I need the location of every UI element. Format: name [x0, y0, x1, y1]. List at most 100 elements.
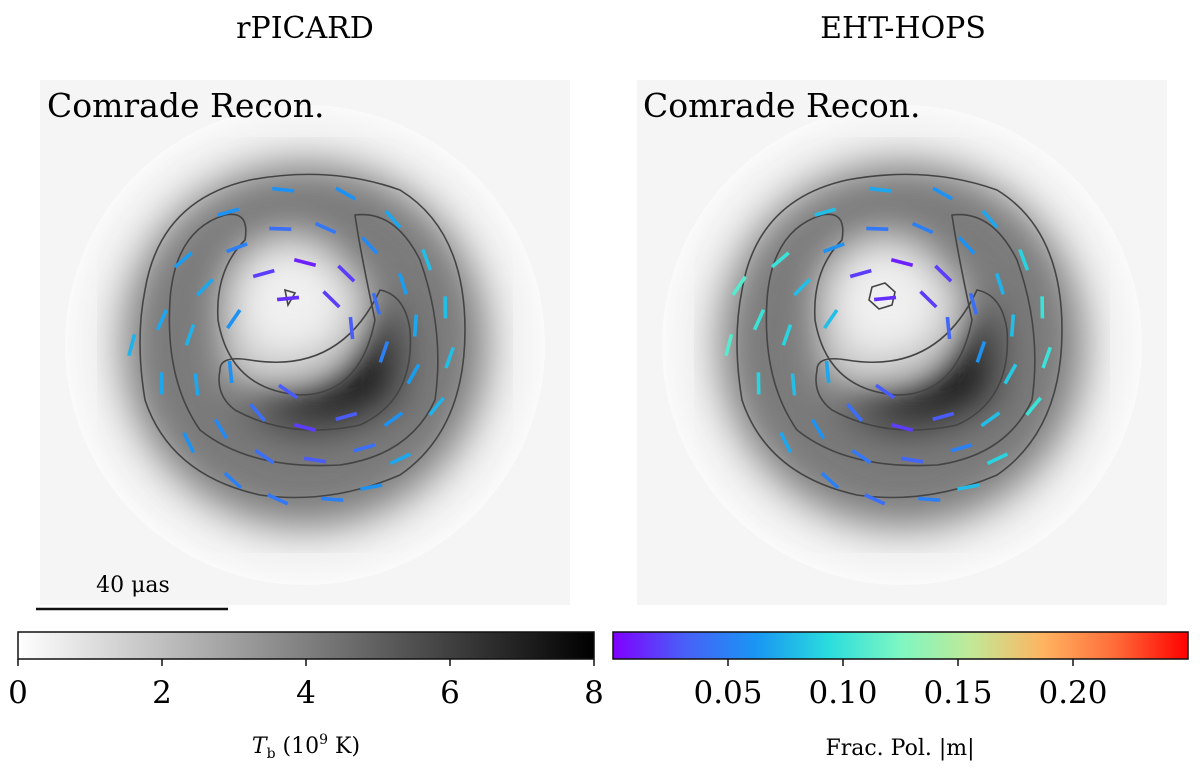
evpa-tick	[353, 443, 376, 453]
colorbar-tick-label: 4	[296, 675, 316, 711]
evpa-tick	[724, 333, 734, 357]
frac-pol-colorbar-ticks: 0.05 0.10 0.15 0.20	[693, 659, 1108, 711]
evpa-tick	[851, 448, 872, 465]
evpa-tick	[337, 264, 356, 283]
evpa-tick	[406, 363, 421, 385]
evpa-tick	[820, 471, 840, 490]
evpa-tick	[866, 226, 889, 231]
brightness-colorbar: 0 2 4 6 8 Tb (109 K)	[8, 631, 604, 762]
evpa-tick	[384, 209, 402, 229]
evpa-tick	[911, 221, 934, 235]
evpa-tick	[252, 268, 275, 279]
evpa-tick	[293, 423, 317, 432]
frac-pol-colorbar-gradient	[612, 631, 1189, 660]
evpa-tick	[822, 242, 845, 254]
left-evpa-ticks	[127, 186, 455, 506]
evpa-tick	[321, 496, 344, 502]
evpa-tick	[1009, 314, 1016, 337]
evpa-tick	[945, 316, 952, 340]
evpa-tick	[824, 360, 831, 384]
evpa-tick	[1018, 248, 1030, 271]
right-contours	[736, 173, 1063, 499]
evpa-tick	[919, 290, 938, 309]
evpa-tick	[900, 456, 924, 464]
right-evpa-ticks	[724, 186, 1052, 506]
evpa-tick	[752, 309, 766, 331]
colorbar-tick-label: 0	[8, 675, 28, 711]
evpa-tick	[173, 251, 193, 269]
evpa-tick	[731, 275, 747, 296]
evpa-tick	[849, 268, 872, 279]
evpa-tick	[779, 431, 793, 454]
evpa-tick	[810, 418, 826, 440]
left-ring-glow	[125, 165, 485, 525]
evpa-tick	[360, 483, 383, 491]
evpa-tick	[1025, 396, 1042, 417]
evpa-tick	[890, 423, 914, 432]
evpa-tick	[182, 431, 196, 454]
evpa-tick	[249, 403, 267, 423]
evpa-tick	[1041, 346, 1052, 369]
colorbar-tick-label: 0.20	[1038, 675, 1107, 711]
evpa-tick	[184, 324, 196, 346]
evpa-tick	[428, 396, 445, 417]
evpa-tick	[421, 248, 433, 271]
evpa-tick	[823, 308, 839, 330]
evpa-tick	[227, 360, 234, 384]
evpa-tick	[217, 207, 240, 217]
right-contour-core	[868, 282, 896, 310]
frac-pol-colorbar: 0.05 0.10 0.15 0.20 Frac. Pol. |m|	[612, 631, 1189, 761]
evpa-tick	[986, 452, 1009, 466]
right-contour-inner	[815, 289, 1009, 431]
left-contour-mid	[168, 213, 439, 467]
evpa-tick	[267, 493, 289, 506]
evpa-tick	[950, 443, 973, 453]
evpa-tick	[890, 258, 914, 267]
evpa-tick	[873, 295, 897, 302]
evpa-tick	[389, 452, 412, 466]
evpa-tick	[781, 324, 793, 346]
colorbar-tick-label: 0.10	[808, 675, 877, 711]
evpa-tick	[957, 236, 976, 255]
evpa-tick	[412, 314, 419, 337]
evpa-tick	[975, 340, 987, 363]
left-contour-outer	[139, 173, 466, 499]
evpa-tick	[793, 278, 811, 297]
evpa-tick	[293, 258, 317, 267]
colorbar-tick-label: 6	[440, 675, 460, 711]
right-contour-mid	[765, 213, 1036, 467]
left-image-panel	[40, 80, 570, 605]
evpa-tick	[790, 373, 797, 396]
evpa-tick	[957, 483, 980, 491]
evpa-tick	[1003, 363, 1018, 385]
evpa-tick	[981, 209, 999, 229]
right-image-panel	[637, 80, 1167, 605]
evpa-tick	[155, 309, 169, 331]
evpa-tick	[444, 346, 455, 369]
evpa-tick	[276, 295, 300, 302]
evpa-tick	[980, 411, 1001, 428]
evpa-tick	[932, 186, 954, 201]
evpa-tick	[874, 383, 896, 400]
evpa-tick	[371, 292, 382, 315]
brightness-colorbar-gradient	[17, 631, 595, 660]
evpa-tick	[383, 411, 404, 428]
evpa-tick	[254, 448, 275, 465]
right-ring-glow	[722, 165, 1082, 525]
right-panel-title: EHT-HOPS	[820, 11, 986, 46]
colorbar-tick-label: 0.15	[923, 675, 992, 711]
evpa-tick	[378, 340, 390, 363]
left-contour-inner	[218, 289, 412, 431]
colorbar-tick-label: 2	[152, 675, 172, 711]
evpa-tick	[223, 471, 243, 490]
left-panel-title: rPICARD	[236, 11, 374, 46]
evpa-tick	[314, 221, 337, 235]
evpa-tick	[932, 411, 955, 422]
evpa-tick	[814, 207, 837, 217]
right-crescent-dark	[822, 300, 1001, 433]
colorbar-tick-label: 8	[584, 675, 604, 711]
colorbar-tick-label: 0.05	[693, 675, 762, 711]
brightness-colorbar-title: Tb (109 K)	[252, 732, 360, 762]
evpa-tick	[303, 456, 327, 464]
